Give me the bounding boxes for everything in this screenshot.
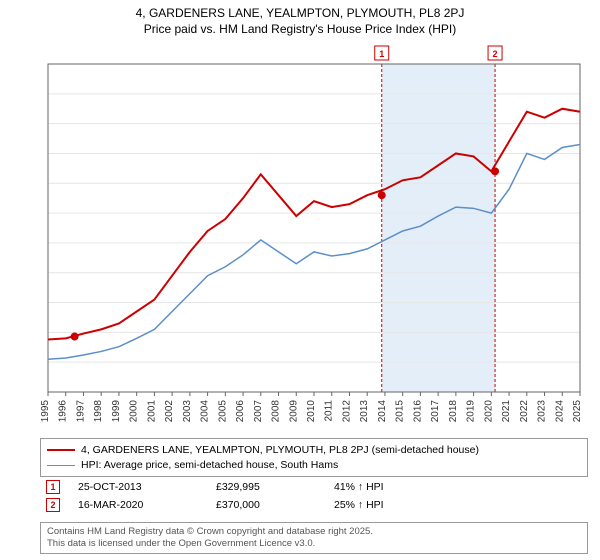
series-line <box>48 109 580 340</box>
x-tick-label: 2001 <box>146 400 157 423</box>
x-tick-label: 2005 <box>217 400 228 423</box>
x-tick-label: 2022 <box>519 400 530 423</box>
title-line2: Price paid vs. HM Land Registry's House … <box>0 22 600 38</box>
marker-data-rows: 1 25-OCT-2013 £329,995 41% ↑ HPI 2 16-MAR-202… <box>40 478 588 514</box>
footer-line1: Contains HM Land Registry data © Crown c… <box>47 526 581 538</box>
marker-badge-label: 1 <box>379 49 384 59</box>
marker-price: £329,995 <box>216 481 316 493</box>
marker-badge: 2 <box>46 498 60 512</box>
legend-swatch <box>47 465 75 466</box>
legend-item: 4, GARDENERS LANE, YEALMPTON, PLYMOUTH, … <box>47 443 581 458</box>
x-tick-label: 2006 <box>235 400 246 423</box>
x-tick-label: 2004 <box>200 400 211 423</box>
x-tick-label: 2009 <box>288 400 299 423</box>
x-tick-label: 1999 <box>111 400 122 423</box>
footer-attribution: Contains HM Land Registry data © Crown c… <box>40 522 588 554</box>
x-tick-label: 2025 <box>572 400 583 423</box>
chart-svg: £0£50K£100K£150K£200K£250K£300K£350K£400… <box>40 42 588 432</box>
x-tick-label: 2016 <box>412 400 423 423</box>
marker-data-row: 2 16-MAR-2020 £370,000 25% ↑ HPI <box>40 496 588 514</box>
x-tick-label: 2008 <box>271 400 282 423</box>
x-tick-label: 2023 <box>537 400 548 423</box>
legend-item: HPI: Average price, semi-detached house,… <box>47 458 581 473</box>
marker-price: £370,000 <box>216 499 316 511</box>
x-tick-label: 2019 <box>466 400 477 423</box>
x-tick-label: 1998 <box>93 400 104 423</box>
x-tick-label: 1997 <box>75 400 86 423</box>
x-tick-label: 2010 <box>306 400 317 423</box>
x-tick-label: 2015 <box>395 400 406 423</box>
x-tick-label: 2011 <box>324 400 335 422</box>
x-tick-label: 2007 <box>253 400 264 423</box>
data-point-marker <box>491 167 499 175</box>
data-point-marker <box>71 333 79 341</box>
x-tick-label: 2014 <box>377 400 388 423</box>
marker-badge-label: 2 <box>493 49 498 59</box>
marker-hpi: 25% ↑ HPI <box>334 499 444 511</box>
marker-date: 16-MAR-2020 <box>78 499 198 511</box>
series-line <box>48 145 580 360</box>
marker-hpi: 41% ↑ HPI <box>334 481 444 493</box>
x-tick-label: 2012 <box>341 400 352 423</box>
footer-line2: This data is licensed under the Open Gov… <box>47 538 581 550</box>
x-tick-label: 2013 <box>359 400 370 423</box>
legend-swatch <box>47 449 75 451</box>
legend-label: 4, GARDENERS LANE, YEALMPTON, PLYMOUTH, … <box>81 443 479 458</box>
legend: 4, GARDENERS LANE, YEALMPTON, PLYMOUTH, … <box>40 438 588 477</box>
x-tick-label: 2003 <box>182 400 193 423</box>
x-tick-label: 2017 <box>430 400 441 423</box>
x-tick-label: 2018 <box>448 400 459 423</box>
data-point-marker <box>378 191 386 199</box>
marker-badge: 1 <box>46 480 60 494</box>
legend-label: HPI: Average price, semi-detached house,… <box>81 458 338 473</box>
x-tick-label: 2020 <box>483 400 494 423</box>
line-chart: £0£50K£100K£150K£200K£250K£300K£350K£400… <box>40 42 588 432</box>
highlight-band <box>382 64 495 392</box>
title-line1: 4, GARDENERS LANE, YEALMPTON, PLYMOUTH, … <box>0 6 600 22</box>
marker-date: 25-OCT-2013 <box>78 481 198 493</box>
x-tick-label: 2000 <box>129 400 140 423</box>
x-tick-label: 1996 <box>58 400 69 423</box>
marker-data-row: 1 25-OCT-2013 £329,995 41% ↑ HPI <box>40 478 588 496</box>
x-tick-label: 2024 <box>554 400 565 423</box>
x-tick-label: 1995 <box>40 400 51 423</box>
chart-title: 4, GARDENERS LANE, YEALMPTON, PLYMOUTH, … <box>0 0 600 37</box>
x-tick-label: 2021 <box>501 400 512 423</box>
x-tick-label: 2002 <box>164 400 175 423</box>
